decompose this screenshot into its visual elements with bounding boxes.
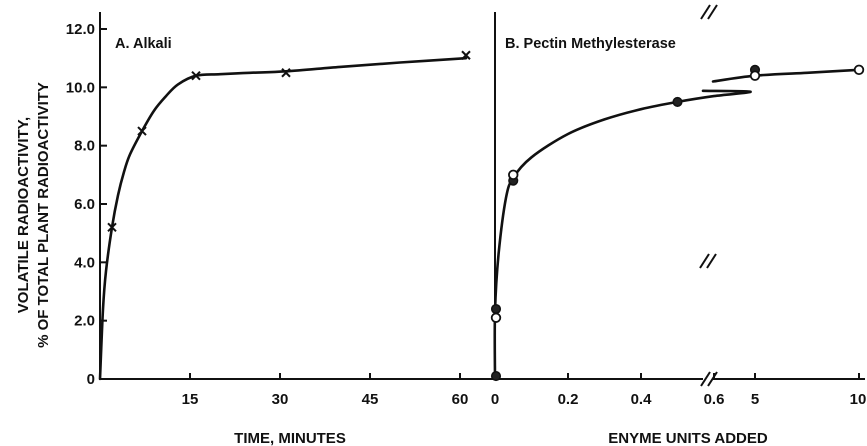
curve-break-mark (699, 253, 710, 269)
y-tick-label: 8.0 (74, 138, 95, 155)
data-point-x-marker (107, 222, 117, 233)
data-point-open-circle (749, 70, 761, 81)
data-point-x-marker (137, 126, 147, 136)
x-tick-label: 10 (850, 391, 867, 408)
data-point-filled-circle (490, 303, 502, 315)
x-marker-stroke (107, 222, 117, 233)
y-tick-label: 4.0 (74, 254, 95, 271)
x-axis-break-mark (707, 371, 718, 387)
x-marker-stroke (137, 126, 147, 136)
data-point-open-circle (853, 64, 865, 76)
x-axis-title-time: TIME, MINUTES (234, 430, 346, 446)
y-tick-label: 10.0 (66, 79, 95, 96)
panel-alkali: 0 2.0 4.0 6.0 8.0 10.0 12.0 15 30 45 60 TIME, MINUT… (66, 12, 496, 446)
x-tick-label: 15 (182, 391, 199, 408)
data-point-x-marker (191, 70, 201, 81)
data-point-open-circle (490, 312, 502, 323)
data-point-open-circle (508, 169, 519, 181)
data-point-filled-circle (672, 96, 683, 107)
y-tick-label: 12.0 (66, 21, 95, 38)
y-tick-label: 0 (87, 371, 95, 388)
x-tick-label: 45 (362, 391, 379, 408)
x-marker-stroke (191, 70, 201, 81)
panel-label-b: B. Pectin Methylesterase (505, 36, 676, 52)
y-axis-title-line1: VOLATILE RADIOACTIVITY, (15, 117, 32, 313)
data-point-x-marker (281, 68, 291, 78)
panel-a-axes (99, 12, 495, 380)
top-break-mark (707, 4, 718, 20)
fit-curve-pme-right (711, 68, 861, 83)
curve-break-mark (706, 253, 717, 269)
x-tick-label: 0.6 (704, 391, 725, 408)
x-tick-label: 5 (751, 391, 759, 408)
x-marker-stroke (281, 68, 291, 78)
fit-curve-alkali (98, 56, 468, 381)
x-tick-label: 30 (272, 391, 289, 408)
top-break-mark (700, 4, 711, 20)
y-axis-title-line2: % OF TOTAL PLANT RADIOACTIVITY (35, 82, 52, 348)
x-tick-label: 0.4 (631, 391, 653, 408)
panel-pectin-methylesterase: 0 0.2 0.4 0.6 5 10 ENYME UNITS ADDED B. Pectin … (490, 4, 867, 446)
y-axis-title: VOLATILE RADIOACTIVITY, % OF TOTAL PLANT… (15, 82, 52, 348)
y-tick-label: 2.0 (74, 313, 95, 330)
x-tick-label: 60 (452, 391, 469, 408)
panel-label-a: A. Alkali (115, 36, 172, 52)
x-axis-title-enzyme-units: ENYME UNITS ADDED (608, 430, 768, 446)
x-tick-label: 0 (491, 391, 499, 408)
fit-curve-pme-left (493, 89, 752, 381)
x-marker-stroke (461, 50, 471, 60)
data-point-filled-circle (490, 371, 502, 382)
x-axis-break-mark (700, 371, 711, 387)
y-tick-label: 6.0 (74, 196, 95, 213)
data-point-x-marker (461, 50, 471, 60)
x-tick-label: 0.2 (558, 391, 579, 408)
